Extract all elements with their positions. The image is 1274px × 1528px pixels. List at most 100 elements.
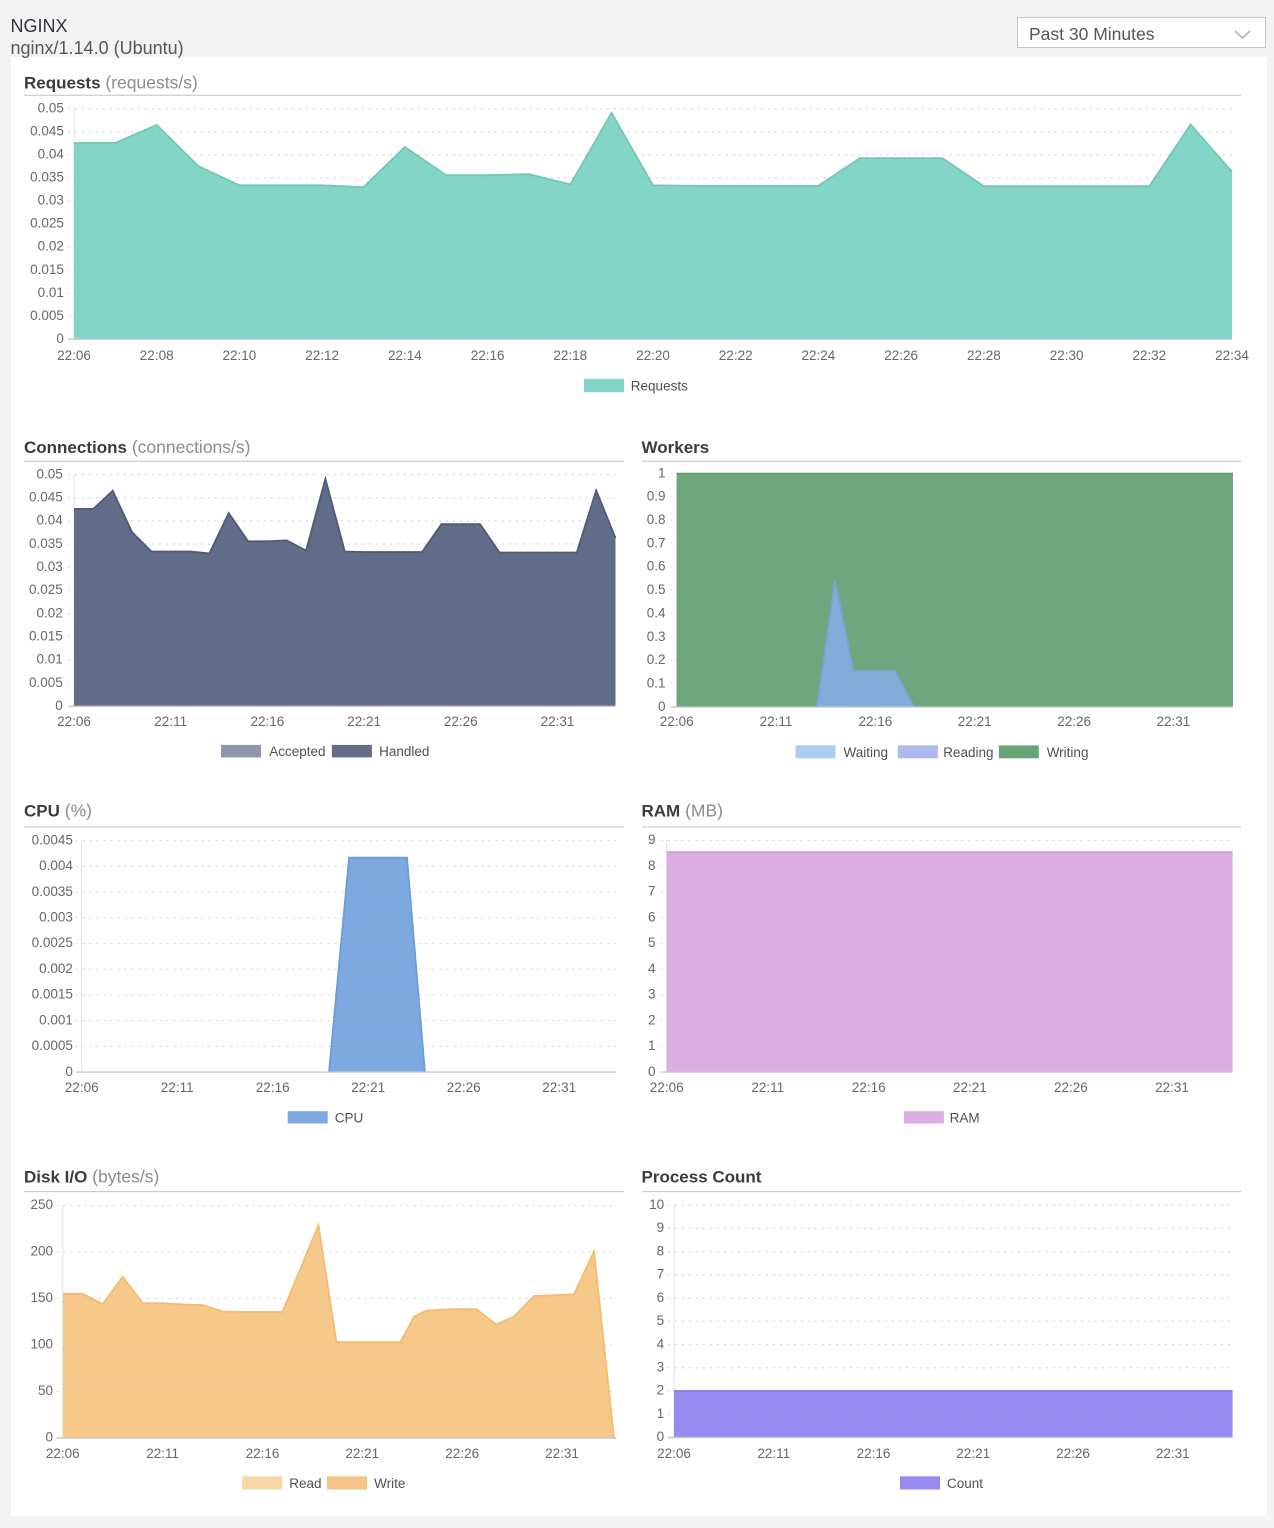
svg-text:0: 0 — [657, 1429, 665, 1444]
svg-text:100: 100 — [30, 1337, 53, 1352]
svg-text:0.7: 0.7 — [647, 535, 666, 550]
svg-text:8: 8 — [648, 858, 656, 873]
svg-text:Read: Read — [289, 1476, 321, 1491]
svg-text:250: 250 — [30, 1197, 53, 1212]
svg-text:22:16: 22:16 — [251, 714, 285, 729]
svg-text:0.2: 0.2 — [647, 652, 666, 667]
svg-text:0.03: 0.03 — [38, 193, 64, 208]
svg-text:4: 4 — [648, 961, 656, 976]
svg-text:Connections (connections/s): Connections (connections/s) — [24, 437, 250, 457]
svg-text:22:12: 22:12 — [305, 348, 339, 363]
svg-text:0.035: 0.035 — [29, 536, 63, 551]
svg-text:22:16: 22:16 — [857, 1446, 891, 1461]
svg-text:22:10: 22:10 — [223, 348, 257, 363]
svg-text:0: 0 — [45, 1430, 53, 1445]
svg-text:22:06: 22:06 — [65, 1080, 99, 1095]
svg-text:22:06: 22:06 — [57, 348, 91, 363]
svg-text:22:06: 22:06 — [660, 714, 694, 729]
svg-text:22:21: 22:21 — [347, 714, 381, 729]
svg-text:22:24: 22:24 — [802, 348, 836, 363]
svg-text:22:11: 22:11 — [161, 1080, 194, 1095]
svg-text:22:21: 22:21 — [956, 1446, 990, 1461]
svg-text:0.015: 0.015 — [29, 629, 63, 644]
svg-text:22:31: 22:31 — [1157, 714, 1191, 729]
svg-text:10: 10 — [649, 1197, 664, 1212]
svg-text:0.05: 0.05 — [37, 466, 63, 481]
svg-text:Requests (requests/s): Requests (requests/s) — [24, 73, 198, 93]
svg-text:0.4: 0.4 — [647, 605, 666, 620]
svg-text:50: 50 — [38, 1383, 53, 1398]
svg-text:0.02: 0.02 — [38, 239, 64, 254]
svg-text:22:26: 22:26 — [1057, 714, 1091, 729]
svg-text:5: 5 — [648, 935, 656, 950]
svg-text:0.0035: 0.0035 — [32, 884, 73, 899]
svg-text:0.045: 0.045 — [30, 124, 64, 139]
svg-text:22:26: 22:26 — [1056, 1446, 1090, 1461]
svg-text:1: 1 — [658, 465, 666, 480]
svg-text:22:31: 22:31 — [1155, 1080, 1189, 1095]
svg-text:2: 2 — [648, 1012, 656, 1027]
svg-text:0.001: 0.001 — [39, 1012, 73, 1027]
svg-text:0.8: 0.8 — [647, 512, 666, 527]
svg-text:9: 9 — [657, 1220, 665, 1235]
svg-text:22:16: 22:16 — [256, 1080, 290, 1095]
svg-text:6: 6 — [657, 1290, 665, 1305]
svg-text:22:32: 22:32 — [1132, 348, 1166, 363]
svg-text:0.01: 0.01 — [38, 285, 64, 300]
svg-text:22:21: 22:21 — [953, 1080, 987, 1095]
svg-text:Waiting: Waiting — [844, 745, 889, 760]
svg-text:nginx/1.14.0 (Ubuntu): nginx/1.14.0 (Ubuntu) — [11, 38, 184, 58]
svg-text:22:21: 22:21 — [958, 714, 992, 729]
svg-text:1: 1 — [657, 1406, 665, 1421]
svg-text:22:06: 22:06 — [46, 1446, 80, 1461]
svg-text:9: 9 — [648, 832, 656, 847]
svg-text:22:20: 22:20 — [636, 348, 670, 363]
svg-text:22:11: 22:11 — [760, 714, 793, 729]
svg-text:22:14: 22:14 — [388, 348, 422, 363]
svg-text:Accepted: Accepted — [269, 744, 325, 759]
svg-text:Requests: Requests — [631, 378, 688, 393]
svg-text:0.0025: 0.0025 — [32, 935, 73, 950]
svg-text:22:06: 22:06 — [650, 1080, 684, 1095]
svg-text:8: 8 — [657, 1243, 665, 1258]
svg-text:Write: Write — [374, 1476, 405, 1491]
svg-text:0.6: 0.6 — [647, 559, 666, 574]
svg-text:0: 0 — [65, 1064, 73, 1079]
svg-text:22:31: 22:31 — [545, 1446, 579, 1461]
svg-text:5: 5 — [657, 1313, 665, 1328]
svg-text:1: 1 — [648, 1038, 656, 1053]
svg-text:22:31: 22:31 — [542, 1080, 576, 1095]
svg-text:22:16: 22:16 — [852, 1080, 886, 1095]
svg-text:22:16: 22:16 — [471, 348, 505, 363]
svg-text:0.02: 0.02 — [37, 605, 63, 620]
svg-text:RAM (MB): RAM (MB) — [642, 801, 724, 821]
svg-text:Reading: Reading — [943, 745, 993, 760]
svg-text:NGINX: NGINX — [11, 16, 68, 36]
svg-text:0: 0 — [648, 1064, 656, 1079]
svg-text:0.005: 0.005 — [30, 308, 64, 323]
svg-text:22:26: 22:26 — [447, 1080, 481, 1095]
svg-text:7: 7 — [657, 1267, 665, 1282]
svg-text:22:34: 22:34 — [1215, 348, 1249, 363]
svg-text:22:26: 22:26 — [445, 1446, 479, 1461]
svg-text:22:22: 22:22 — [719, 348, 753, 363]
svg-text:RAM: RAM — [950, 1110, 980, 1125]
svg-text:0.03: 0.03 — [37, 559, 63, 574]
svg-text:2: 2 — [657, 1383, 665, 1398]
svg-text:Writing: Writing — [1047, 745, 1089, 760]
svg-text:22:06: 22:06 — [657, 1446, 691, 1461]
svg-text:0.025: 0.025 — [29, 582, 63, 597]
svg-text:22:31: 22:31 — [1156, 1446, 1190, 1461]
svg-text:22:16: 22:16 — [246, 1446, 280, 1461]
svg-text:0.01: 0.01 — [37, 652, 63, 667]
svg-text:22:26: 22:26 — [444, 714, 478, 729]
svg-text:22:21: 22:21 — [351, 1080, 385, 1095]
svg-text:22:16: 22:16 — [859, 714, 893, 729]
svg-text:22:26: 22:26 — [1054, 1080, 1088, 1095]
svg-text:22:11: 22:11 — [154, 714, 187, 729]
svg-text:22:30: 22:30 — [1050, 348, 1084, 363]
svg-text:22:28: 22:28 — [967, 348, 1001, 363]
svg-text:150: 150 — [30, 1290, 53, 1305]
svg-text:22:08: 22:08 — [140, 348, 174, 363]
svg-text:0.0005: 0.0005 — [32, 1038, 73, 1053]
